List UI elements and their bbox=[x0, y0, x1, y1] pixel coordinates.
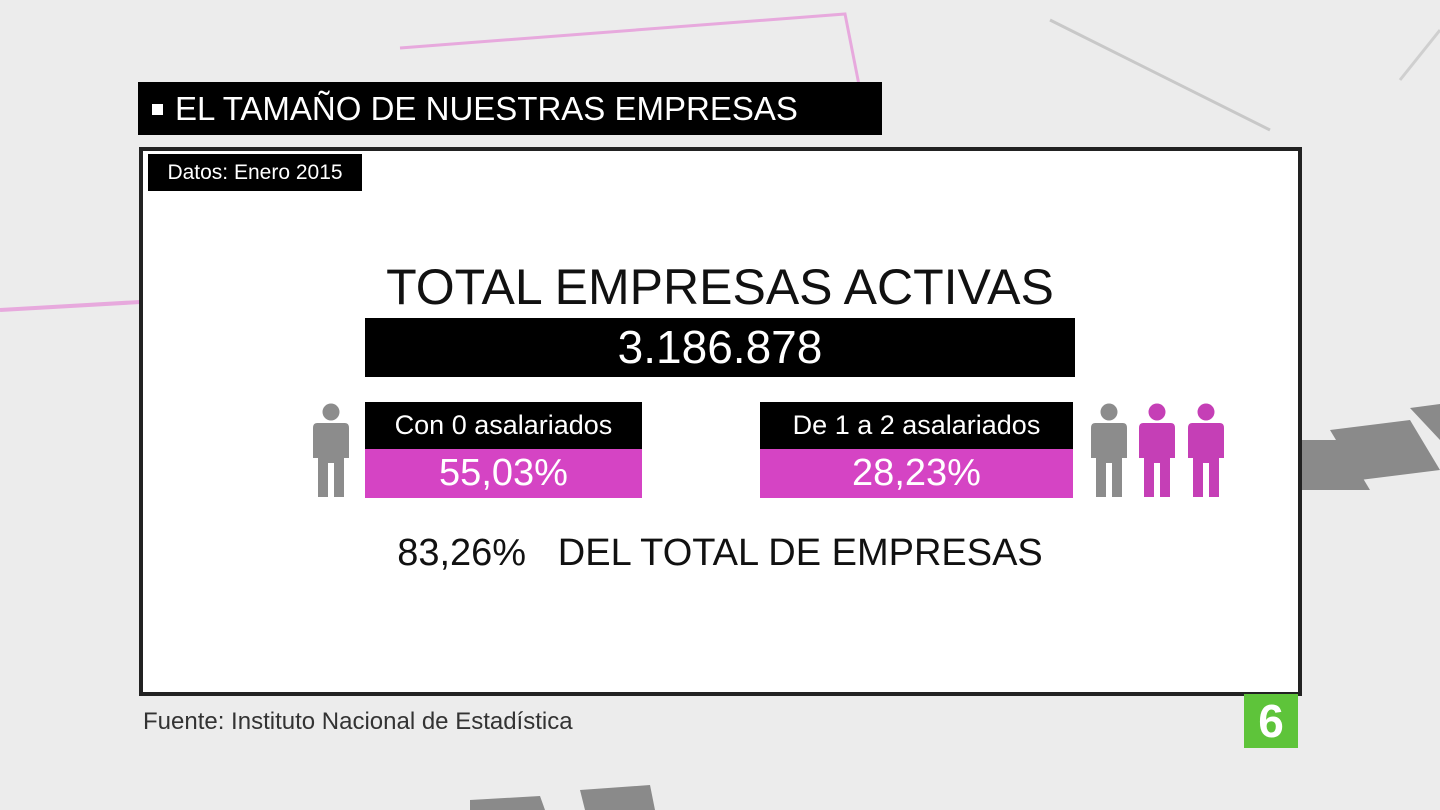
title: EL TAMAÑO DE NUESTRAS EMPRESAS bbox=[175, 90, 798, 127]
group-label: De 1 a 2 asalariados bbox=[760, 402, 1073, 449]
person-icon bbox=[1186, 403, 1226, 497]
title-bar: EL TAMAÑO DE NUESTRAS EMPRESAS bbox=[138, 82, 882, 135]
headline: TOTAL EMPRESAS ACTIVAS bbox=[386, 259, 1054, 315]
summary-percent: 83,26% bbox=[397, 532, 527, 574]
group-label: Con 0 asalariados bbox=[365, 402, 642, 449]
person-icon bbox=[311, 403, 351, 497]
date-note: Datos: Enero 2015 bbox=[148, 154, 362, 191]
total-value: 3.186.878 bbox=[365, 318, 1075, 377]
person-icon bbox=[1089, 403, 1129, 497]
channel-logo: 6 bbox=[1244, 694, 1298, 748]
source: Fuente: Instituto Nacional de Estadístic… bbox=[143, 708, 573, 735]
group-percent: 28,23% bbox=[760, 449, 1073, 498]
panel bbox=[139, 147, 1302, 696]
summary: 83,26% DEL TOTAL DE EMPRESAS bbox=[300, 530, 1140, 576]
person-icon bbox=[1137, 403, 1177, 497]
summary-text: DEL TOTAL DE EMPRESAS bbox=[557, 532, 1043, 574]
group-percent: 55,03% bbox=[365, 449, 642, 498]
